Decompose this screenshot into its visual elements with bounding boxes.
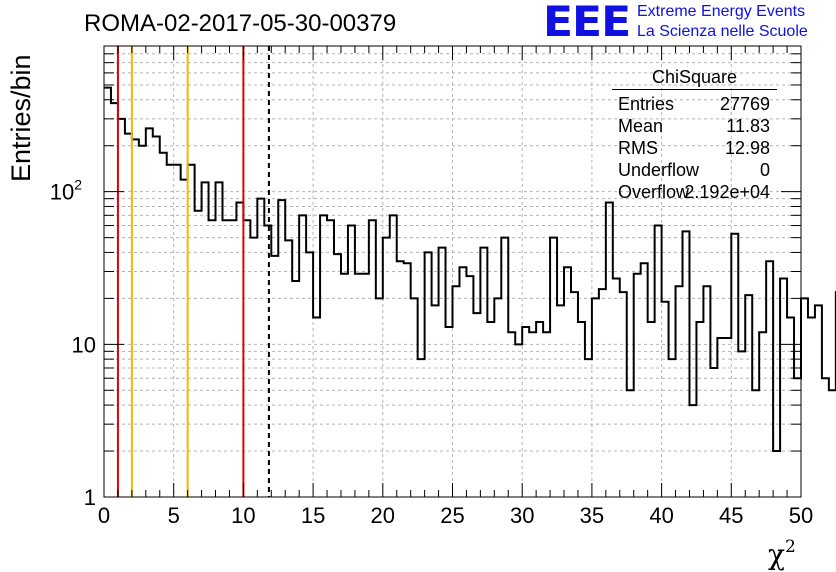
x-axis-label-sup: 2	[784, 537, 796, 557]
stats-value: 27769	[719, 94, 770, 114]
stats-row-mean: Mean 11.83	[618, 116, 770, 138]
stats-value: 12.98	[724, 138, 770, 158]
y-tick-label: 1	[84, 485, 96, 510]
stats-row-entries: Entries 27769	[618, 94, 770, 116]
x-tick-label: 30	[510, 503, 534, 528]
stats-key: Underflow	[618, 160, 700, 180]
stats-key: RMS	[618, 138, 658, 158]
x-tick-label: 5	[168, 503, 180, 528]
x-tick-label: 40	[649, 503, 673, 528]
x-axis-label: χ2	[768, 537, 796, 571]
histogram-title: ROMA-02-2017-05-30-00379	[84, 10, 397, 37]
stats-row-underflow: Underflow 0	[618, 160, 770, 182]
grid-lines	[104, 45, 801, 497]
stats-name: ChiSquare	[651, 67, 738, 87]
stats-key: Entries	[618, 94, 675, 114]
stats-row-overflow: Overflow 2.192e+04	[618, 182, 770, 204]
x-tick-label: 0	[98, 503, 110, 528]
stats-row-rms: RMS 12.98	[618, 138, 770, 160]
y-tick-label: 102	[50, 177, 82, 205]
x-tick-label: 50	[789, 503, 813, 528]
logo-line-2: La Scienza nelle Scuole	[637, 23, 808, 40]
x-tick-label: 20	[371, 503, 395, 528]
stats-box: ChiSquare Entries 27769 Mean 11.83 RMS 1…	[612, 67, 777, 212]
stats-key: Mean	[618, 116, 664, 136]
tick-labels: 0 5 10 15 20 25 30 35 40 45 50 1 10 102	[50, 177, 814, 528]
x-tick-label: 15	[301, 503, 325, 528]
y-tick-label: 10	[72, 332, 96, 357]
axis-ticks	[103, 45, 802, 498]
stats-value: 11.83	[726, 116, 770, 136]
stats-divider	[612, 89, 777, 90]
eee-logo-text: EEE	[543, 0, 631, 47]
logo-line-1: Extreme Energy Events	[637, 3, 806, 20]
stats-value: 0	[759, 160, 770, 180]
x-tick-label: 25	[440, 503, 464, 528]
threshold-markers	[116, 46, 270, 497]
x-tick-label: 45	[719, 503, 743, 528]
stats-value: 2.192e+04	[684, 182, 770, 202]
x-tick-label: 35	[580, 503, 604, 528]
x-tick-label: 10	[231, 503, 255, 528]
x-axis-label-base: χ	[768, 538, 785, 571]
stats-key: Overflow	[618, 182, 690, 202]
